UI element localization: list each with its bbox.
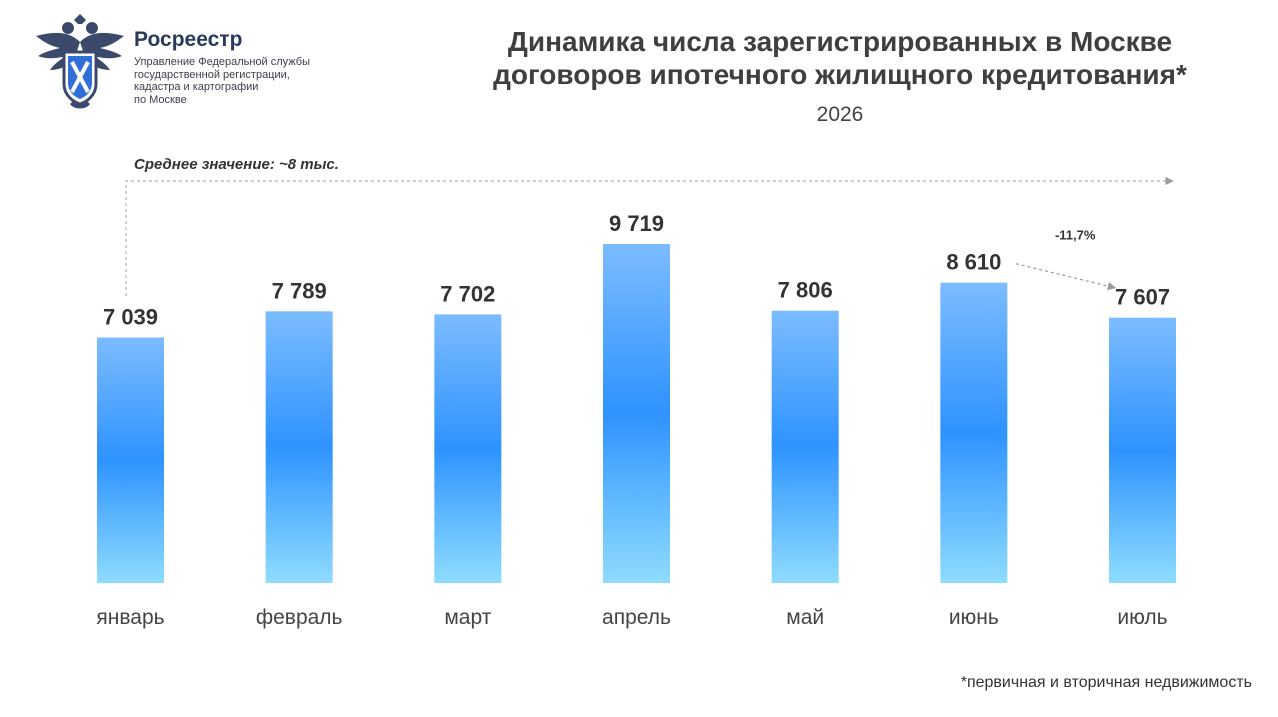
change-arrow [1015,263,1117,291]
bar-июль [1109,317,1177,583]
org-name: Росреестр [134,28,243,51]
bar-март [434,314,502,583]
data-label: 8 610 [946,250,1001,275]
category-label: январь [96,606,164,629]
org-subtitle-line: кадастра и картографии [134,81,259,93]
chart-subtitle-year: 2026 [816,103,864,126]
data-label: 7 702 [440,281,495,306]
bar-июнь [940,282,1008,583]
category-label: май [786,606,824,629]
category-label: июнь [949,606,999,629]
rosreestr-emblem-icon [36,14,124,109]
data-label: 7 039 [103,304,158,329]
data-label: 7 789 [272,278,327,303]
change-percent-label: -11,7% [1055,228,1096,243]
chart-title-line-2: договоров ипотечного жилищного кредитова… [493,59,1187,90]
org-subtitle-line: по Москве [134,93,187,106]
data-label: 7 607 [1115,285,1170,310]
org-subtitle: Управление Федеральной службы государств… [134,56,354,106]
average-value-label: Среднее значение: ~8 тыс. [134,156,339,173]
category-label: июль [1117,606,1167,629]
chart-title: Динамика числа зарегистрированных в Моск… [440,25,1240,91]
bar-январь [97,337,164,583]
org-subtitle-line: государственной регистрации, [134,68,290,81]
average-indicator-line [125,176,1174,296]
category-label: апрель [602,606,671,629]
category-label: февраль [256,606,343,629]
org-subtitle-line: Управление Федеральной службы [134,56,310,68]
bar-май [771,310,839,583]
bar-февраль [265,311,333,583]
chart-title-line-1: Динамика числа зарегистрированных в Моск… [507,26,1173,57]
footnote: *первичная и вторичная недвижимость [960,674,1252,691]
category-label: март [444,606,491,629]
bar-апрель [603,244,671,583]
data-label: 7 806 [778,278,833,303]
data-label: 9 719 [609,211,664,236]
